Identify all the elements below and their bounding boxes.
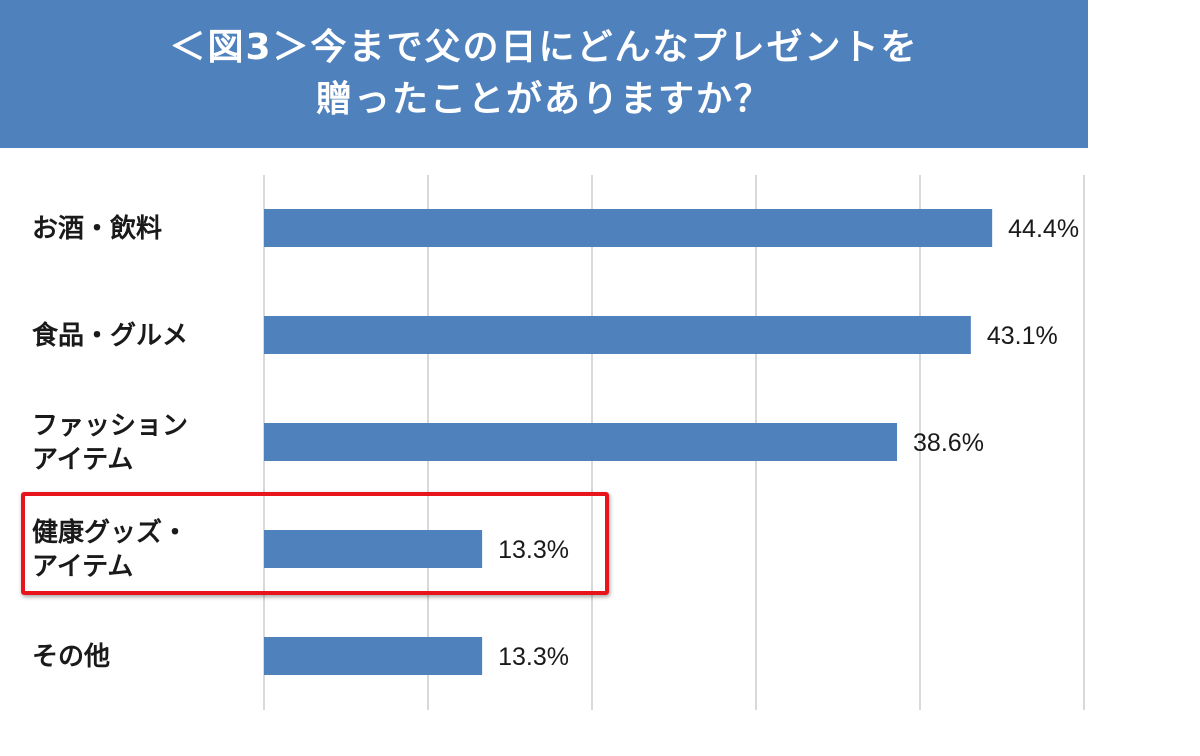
value-label: 44.4% — [1008, 215, 1079, 243]
bar — [264, 423, 897, 461]
bar — [264, 637, 482, 675]
chart-title-banner: ＜図3＞今まで父の日にどんなプレゼントを 贈ったことがありますか？ — [0, 0, 1088, 148]
value-label: 43.1% — [987, 322, 1058, 350]
category-label: ファッション — [32, 411, 188, 441]
category-label: 食品・グルメ — [32, 320, 188, 351]
bar — [264, 316, 971, 354]
bar — [264, 209, 992, 247]
value-label: 13.3% — [498, 643, 569, 671]
chart-title-line-1: ＜図3＞今まで父の日にどんなプレゼントを — [0, 22, 1088, 74]
category-label: お酒・飲料 — [32, 213, 162, 244]
highlight-box — [21, 492, 609, 595]
category-label: アイテム — [32, 445, 133, 475]
category-label: その他 — [32, 642, 110, 672]
value-label: 38.6% — [913, 429, 984, 457]
chart-title-line-2: 贈ったことがありますか？ — [0, 74, 1088, 126]
